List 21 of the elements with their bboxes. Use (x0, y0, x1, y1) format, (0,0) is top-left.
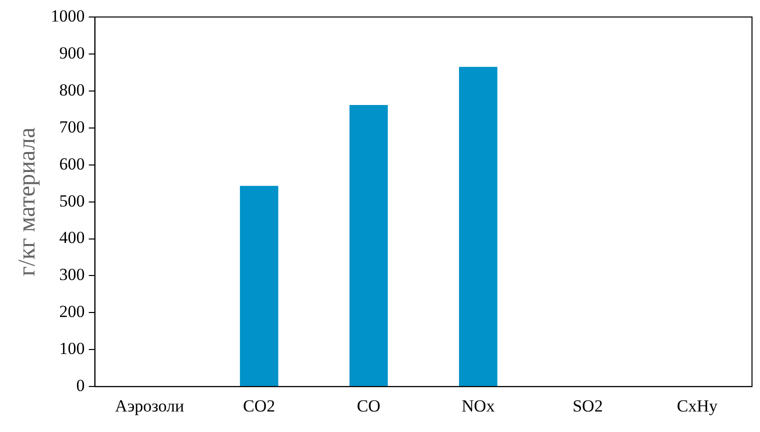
bar (240, 186, 278, 386)
y-tick-label: 400 (59, 228, 85, 248)
y-tick-label: 1000 (50, 6, 85, 26)
y-tick-label: 100 (59, 339, 85, 358)
y-tick-label: 800 (59, 80, 85, 100)
x-tick-label: Аэрозоли (115, 396, 184, 416)
y-tick-label: 700 (59, 117, 85, 136)
y-tick-label: 300 (59, 265, 85, 284)
y-tick-label: 0 (76, 376, 85, 396)
x-tick-label: SO2 (572, 396, 603, 416)
y-tick-label: 600 (59, 154, 85, 174)
y-tick-label: 200 (59, 302, 85, 322)
y-tick-label: 500 (59, 191, 85, 210)
y-axis-title: г/кг материала (14, 127, 41, 276)
x-tick-label: CO2 (243, 396, 276, 416)
x-tick-label: CxHy (676, 396, 718, 416)
y-tick-label: 900 (59, 43, 85, 62)
x-tick-label: CO (356, 396, 380, 416)
bar (349, 104, 388, 386)
bar (459, 66, 498, 386)
x-tick-label: NOx (462, 396, 496, 416)
